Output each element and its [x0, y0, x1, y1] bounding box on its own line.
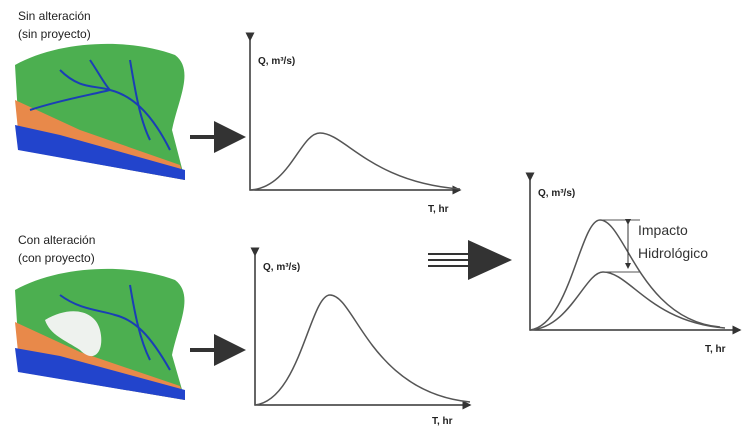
before-title: Sin alteración [18, 9, 91, 23]
y-label: Q, m³/s) [263, 262, 300, 273]
x-label: T, hr [428, 204, 449, 215]
watershed-before [15, 43, 185, 181]
y-label: Q, m³/s) [538, 188, 575, 199]
hydrograph-comparison [525, 172, 742, 335]
watershed-after [15, 268, 185, 400]
y-label: Q, m³/s) [258, 56, 295, 67]
after-subtitle: (con proyecto) [18, 251, 95, 265]
before-subtitle: (sin proyecto) [18, 27, 91, 41]
hydrograph-before [245, 32, 462, 195]
hydrograph-after [250, 247, 472, 410]
big-arrow [428, 240, 512, 280]
x-label: T, hr [705, 344, 726, 355]
after-title: Con alteración [18, 233, 95, 247]
x-label: T, hr [432, 416, 453, 427]
annotation: Impacto [638, 222, 688, 238]
annotation: Hidrológico [638, 245, 708, 261]
